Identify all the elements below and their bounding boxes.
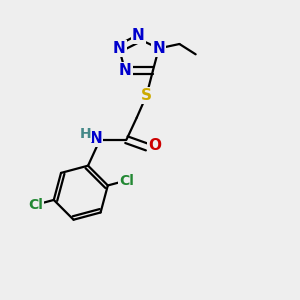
Text: N: N: [113, 41, 125, 56]
Text: Cl: Cl: [119, 173, 134, 188]
Text: O: O: [148, 138, 161, 153]
Text: N: N: [89, 131, 102, 146]
Text: S: S: [141, 88, 152, 103]
Text: N: N: [132, 28, 145, 43]
Text: N: N: [152, 41, 165, 56]
Text: H: H: [80, 128, 92, 141]
Text: Cl: Cl: [28, 198, 43, 212]
Text: N: N: [118, 63, 131, 78]
